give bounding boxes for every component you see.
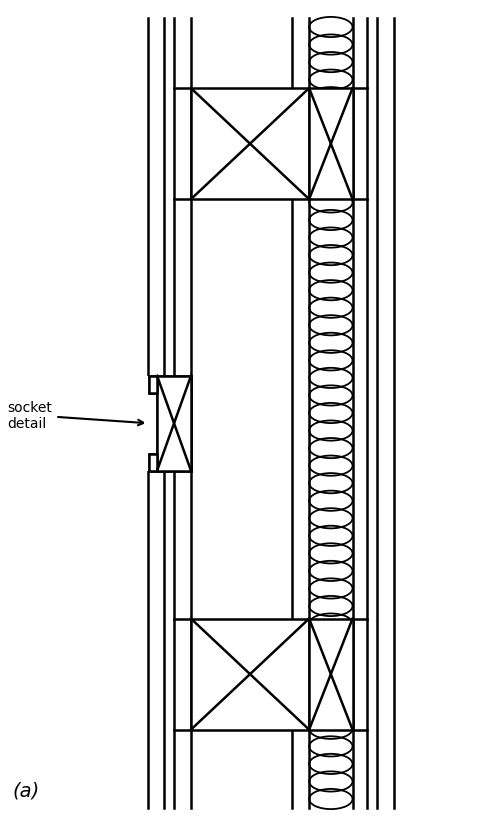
Text: (a): (a) bbox=[12, 781, 40, 800]
Bar bbox=[149, 376, 157, 394]
Bar bbox=[157, 376, 191, 471]
Bar bbox=[144, 376, 191, 471]
Bar bbox=[149, 454, 157, 471]
Bar bbox=[309, 89, 352, 200]
Bar bbox=[191, 619, 309, 729]
Bar bbox=[157, 376, 191, 471]
Bar bbox=[149, 454, 157, 471]
Bar bbox=[191, 89, 309, 200]
Bar bbox=[149, 376, 157, 394]
Bar bbox=[309, 619, 352, 729]
Text: socket
detail: socket detail bbox=[8, 400, 143, 431]
